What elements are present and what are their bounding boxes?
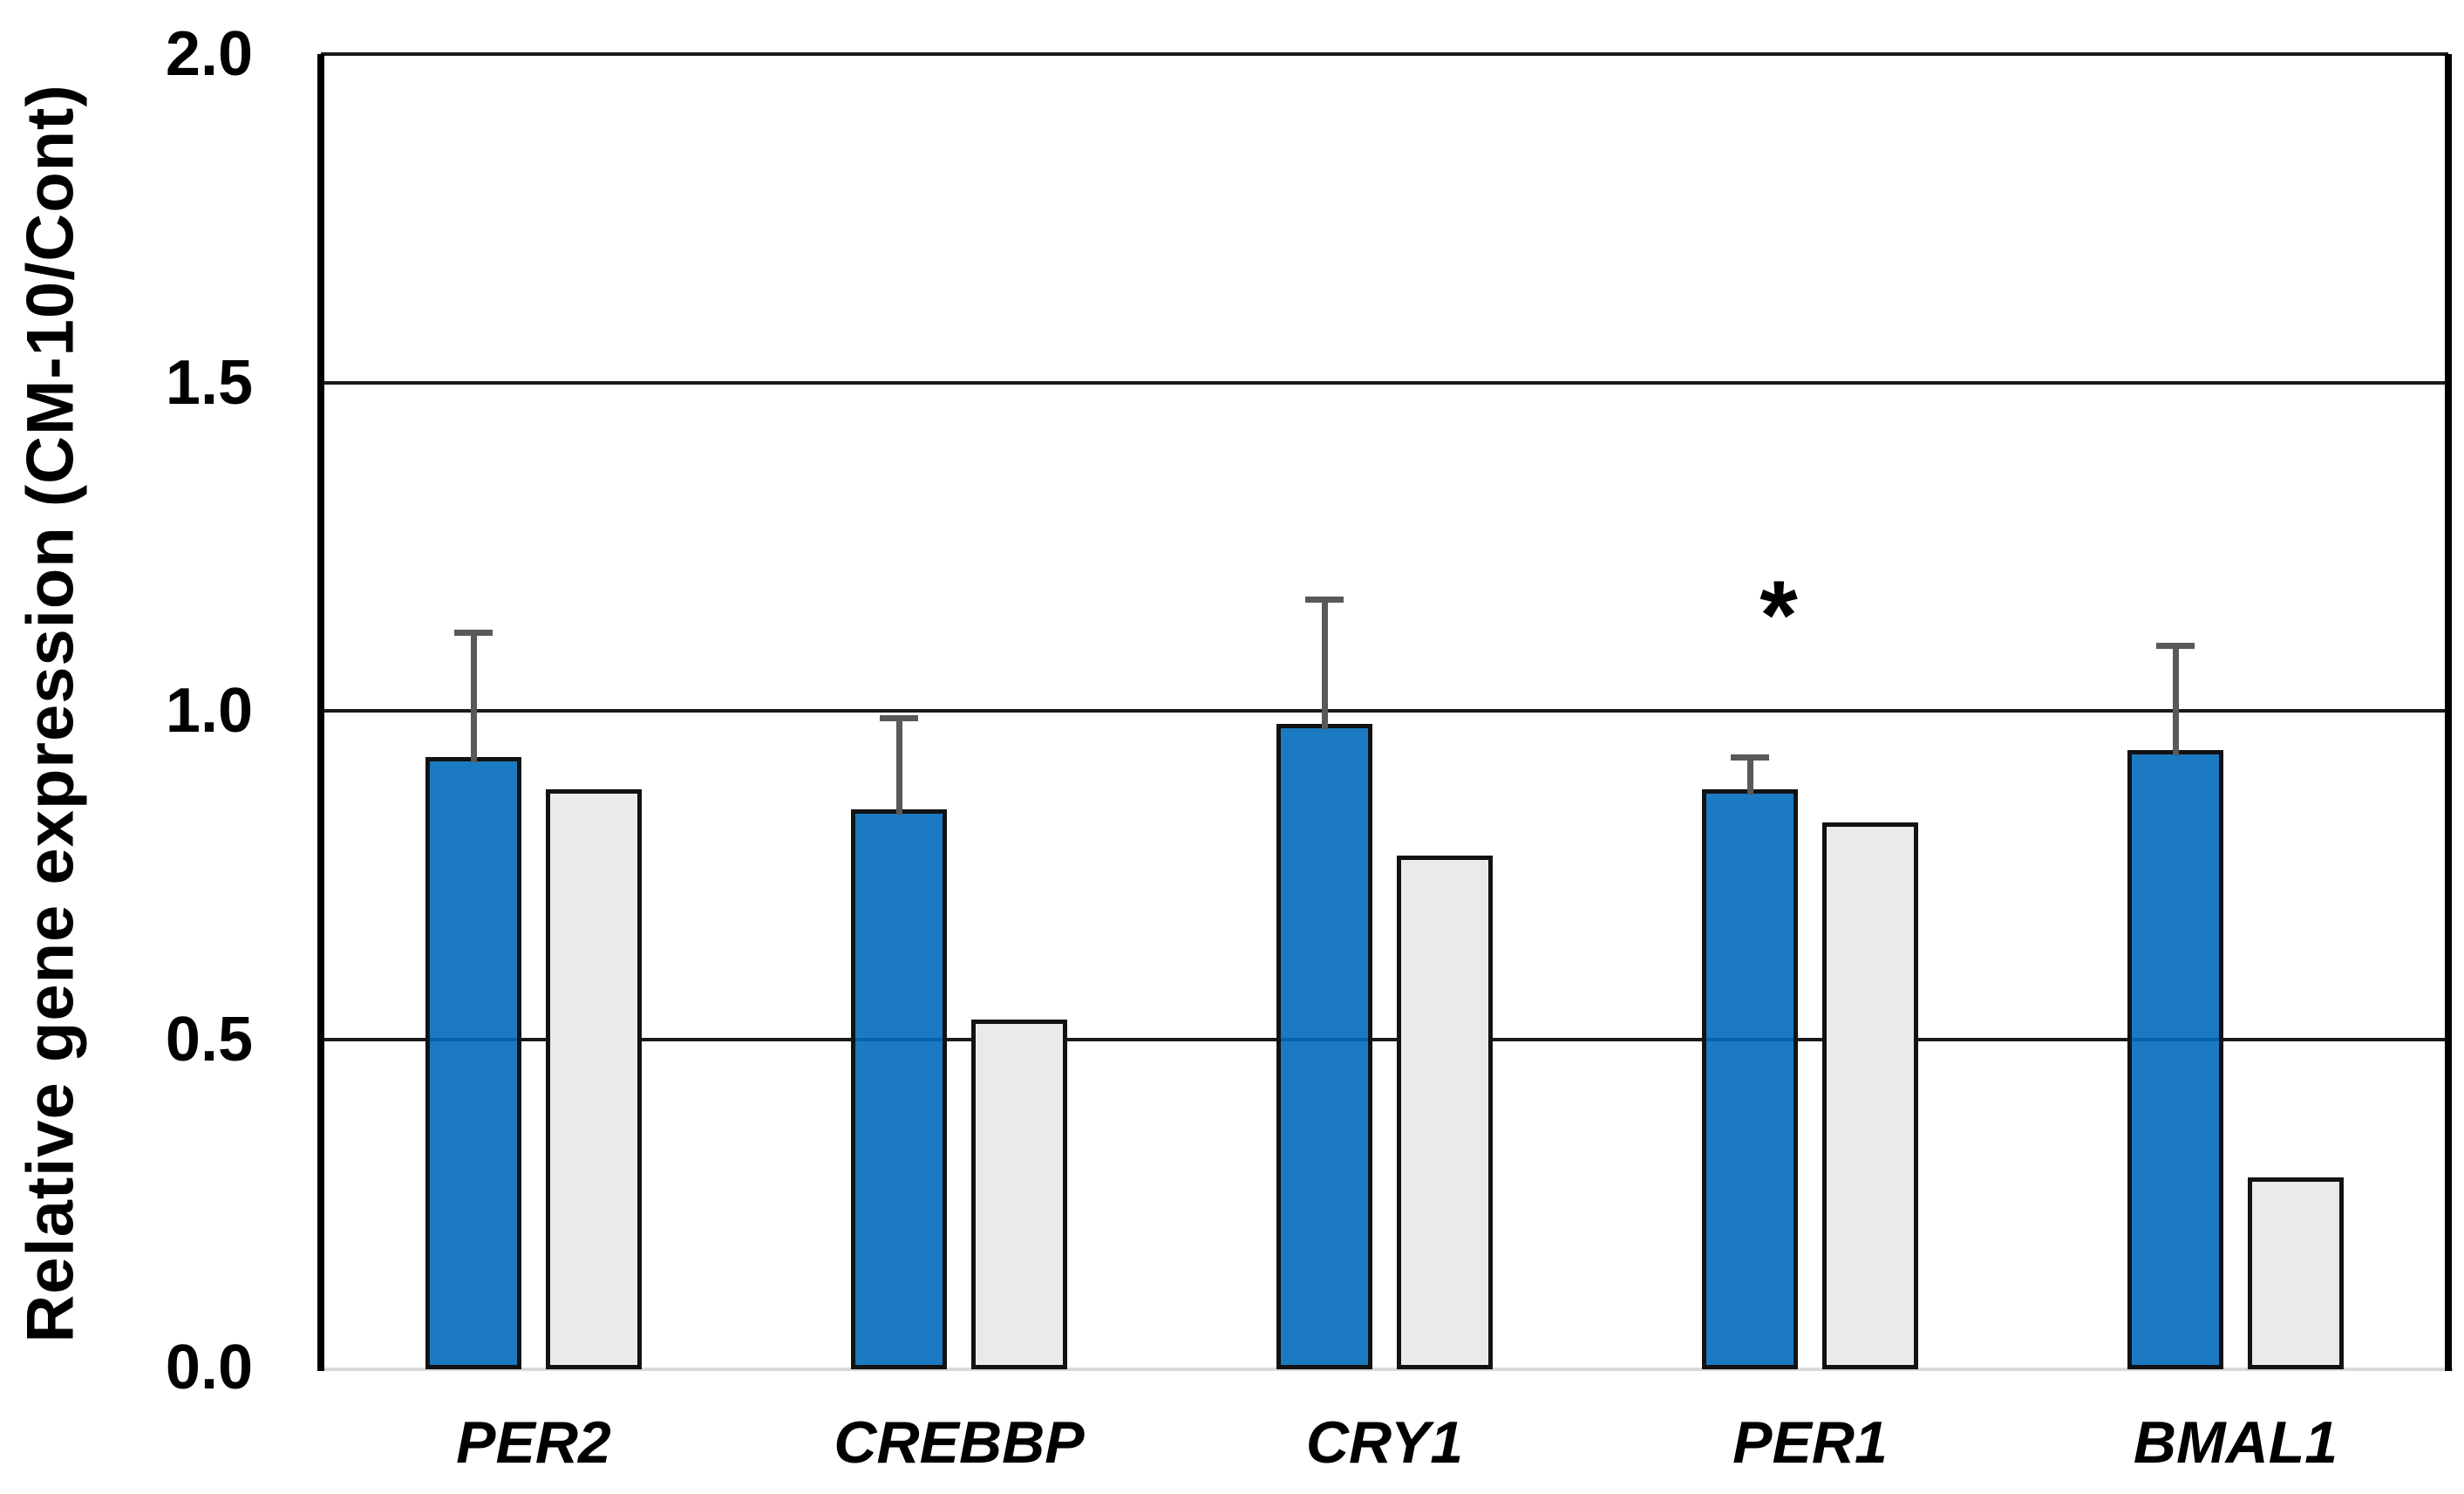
error-bar-cap-CRY1	[1305, 596, 1344, 603]
category-label-CREBBP: CREBBP	[834, 1409, 1085, 1476]
y-tick-label-0.5: 0.5	[165, 1004, 253, 1074]
error-bar-cap-PER1	[1731, 754, 1769, 761]
significance-asterisk-PER1: *	[1760, 560, 1798, 670]
bar-PER2-blue	[425, 756, 521, 1369]
plot-right-border	[2445, 54, 2452, 1371]
bar-BMAL1-blue	[2127, 750, 2223, 1369]
bar-CRY1-gray	[1397, 855, 1493, 1369]
y-axis-line	[317, 54, 324, 1371]
x-axis-baseline	[321, 1368, 2454, 1371]
error-bar-PER2	[470, 631, 477, 762]
bar-PER1-gray	[1822, 822, 1918, 1369]
error-bar-BMAL1	[2172, 645, 2179, 756]
category-label-PER2: PER2	[456, 1409, 611, 1476]
error-bar-cap-CREBBP	[880, 714, 918, 721]
gridline-y-1	[321, 709, 2448, 713]
gridline-y-2	[321, 52, 2448, 56]
gridline-y-1.5	[321, 380, 2448, 385]
error-bar-cap-PER2	[454, 629, 493, 636]
y-tick-label-2.0: 2.0	[165, 19, 253, 89]
bar-PER2-gray	[546, 789, 642, 1369]
bar-CRY1-blue	[1276, 724, 1372, 1369]
error-bar-CREBBP	[895, 717, 902, 815]
error-bar-PER1	[1746, 756, 1753, 795]
bar-PER1-blue	[1702, 789, 1798, 1369]
category-label-CRY1: CRY1	[1305, 1409, 1464, 1476]
category-label-BMAL1: BMAL1	[2133, 1409, 2338, 1476]
y-tick-label-0.0: 0.0	[165, 1333, 253, 1402]
y-tick-label-1.0: 1.0	[165, 676, 253, 746]
error-bar-cap-BMAL1	[2156, 642, 2195, 649]
error-bar-CRY1	[1321, 598, 1328, 730]
category-label-PER1: PER1	[1732, 1409, 1888, 1476]
bar-CREBBP-blue	[851, 808, 947, 1369]
bar-CREBBP-gray	[971, 1019, 1067, 1369]
bar-BMAL1-gray	[2248, 1177, 2344, 1369]
y-tick-label-1.5: 1.5	[165, 347, 253, 418]
gridline-y-0.5	[321, 1037, 2448, 1041]
